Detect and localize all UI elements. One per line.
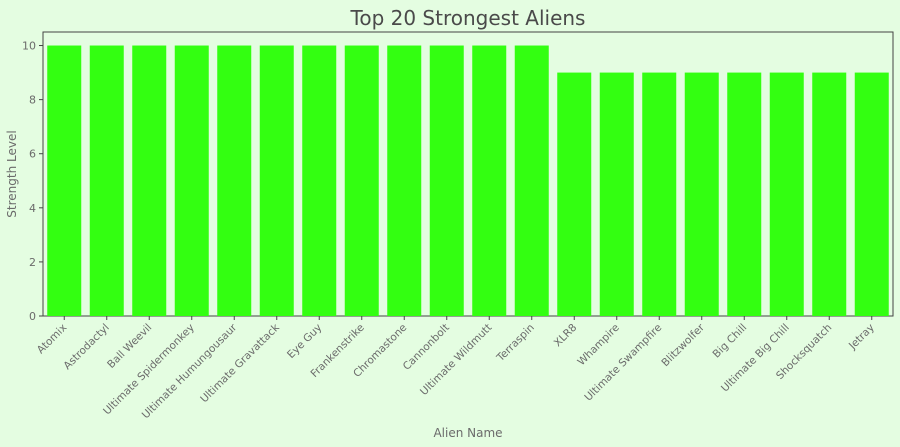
plot-area [42,31,894,317]
bar [642,72,677,316]
bar [217,45,252,317]
x-tick-label: Ultimate Swampfire [582,322,664,404]
y-tick-label: 6 [29,148,36,161]
x-tick-label: Big Chill [711,322,750,361]
bar [557,72,592,316]
y-tick-label: 0 [29,310,36,323]
bar [387,45,422,317]
x-tick-label: Eye Guy [285,322,324,361]
chart-title: Top 20 Strongest Aliens [350,6,586,30]
x-axis-label: Alien Name [433,426,502,440]
x-tick-label: Atomix [35,322,70,357]
bars-group [47,45,889,317]
x-tick-label: Jetray [846,322,877,353]
y-tick-label: 4 [29,202,36,215]
bar [174,45,209,317]
bar [344,45,379,317]
bar [684,72,719,316]
x-tick-label: Astrodactyl [61,322,111,372]
bar [599,72,634,316]
x-tick-label: Ultimate Wildmutt [418,322,494,398]
bar [429,45,464,317]
x-tick-label: XLR8 [552,322,580,350]
x-tick-label: Ultimate Gravattack [198,321,282,405]
bar [302,45,337,317]
bar [812,72,847,316]
y-tick-label: 2 [29,256,36,269]
bar [472,45,507,317]
bar [769,72,804,316]
x-tick-label: Terraspin [494,322,537,365]
bar [727,72,762,316]
bar [854,72,889,316]
y-tick-label: 10 [22,40,36,53]
y-axis: 0 2 4 6 8 10 [22,40,43,323]
bar [132,45,167,317]
y-tick-label: 8 [29,94,36,107]
x-tick-label: Blitzwolfer [659,321,707,369]
bar [259,45,294,317]
bar [47,45,82,317]
y-axis-label: Strength Level [5,130,19,217]
bar [89,45,124,317]
bar [514,45,549,317]
x-tick-label: Whampire [575,322,622,369]
